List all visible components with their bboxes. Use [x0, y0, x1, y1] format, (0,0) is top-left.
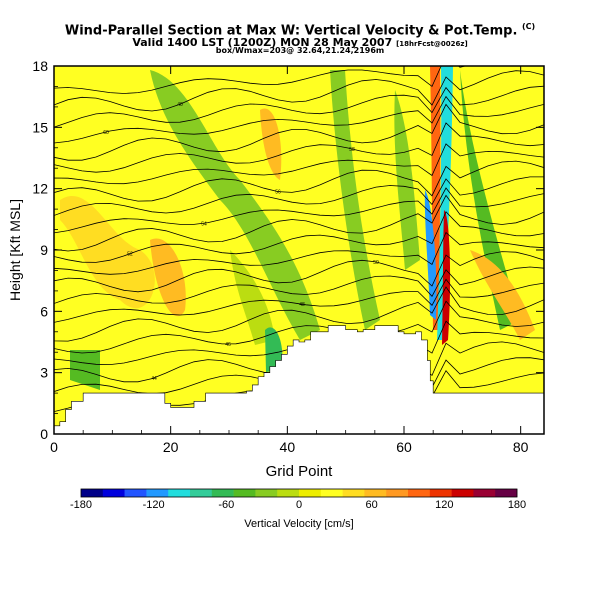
contour-label: 48 — [299, 302, 305, 308]
theta-contour — [54, 286, 544, 342]
colorbar-segment — [429, 489, 452, 497]
y-tick-label: 15 — [32, 119, 48, 135]
y-tick-label: 0 — [40, 426, 48, 442]
copyright-mark: (C) — [521, 22, 536, 31]
contour-label: 50 — [373, 260, 379, 266]
x-axis: 0 20 40 60 80 — [50, 66, 529, 455]
theta-contour — [54, 66, 544, 94]
colorbar-segment — [473, 489, 496, 497]
colorbar-segment — [342, 489, 365, 497]
contour-label: 58 — [349, 147, 355, 153]
colorbar-segment — [386, 489, 409, 497]
colorbar-segment — [81, 489, 104, 497]
y-tick-label: 9 — [40, 242, 48, 258]
theta-contour — [54, 278, 544, 323]
y-tick-label: 18 — [32, 58, 48, 74]
theta-contour — [54, 211, 544, 263]
theta-contour — [54, 176, 544, 216]
theta-contour — [54, 122, 544, 173]
colorbar-segment — [168, 489, 191, 497]
colorbar-tick-label: 0 — [296, 499, 302, 511]
x-tick-label: 20 — [163, 439, 179, 455]
velocity-patch — [394, 90, 420, 270]
colorbar-segment — [451, 489, 474, 497]
theta-contour — [54, 70, 544, 112]
theta-contour — [54, 103, 544, 161]
colorbar-tick-label: -60 — [218, 499, 234, 511]
velocity-patch — [150, 238, 186, 317]
theta-contour — [54, 143, 544, 185]
velocity-patch — [70, 350, 100, 390]
velocity-patch — [150, 70, 320, 340]
contour-label: 40 — [177, 102, 183, 108]
velocity-patch — [60, 195, 155, 309]
colorbar-frame — [80, 488, 518, 498]
colorbar-tick-label: 60 — [366, 499, 378, 511]
x-tick-label: 40 — [280, 439, 296, 455]
colorbar-tick-label: 180 — [508, 499, 526, 511]
theta-contour — [54, 187, 544, 234]
theta-contour — [54, 300, 544, 354]
colorbar-segment — [146, 489, 169, 497]
chart-title-text: Wind-Parallel Section at Max W: Vertical… — [64, 23, 518, 39]
contour-label: 52 — [127, 252, 133, 258]
y-axis-label: Height [Kft MSL] — [7, 199, 23, 301]
theta-contour — [54, 194, 544, 252]
theta-contour — [54, 160, 544, 202]
terrain-mask — [54, 325, 544, 434]
colorbar-segment — [320, 489, 343, 497]
downdraft-max — [424, 190, 437, 320]
colorbar-tick-label: -120 — [143, 499, 165, 511]
chart-subtitle: Valid 1400 LST (1200Z) MON 28 May 2007 [… — [0, 36, 600, 49]
downdraft-core — [437, 66, 453, 340]
velocity-patch — [260, 108, 282, 180]
colorbar-segment — [495, 489, 518, 497]
colorbar-segment — [277, 489, 300, 497]
theta-contour — [54, 231, 544, 275]
colorbar-segment — [190, 489, 213, 497]
colorbar-segment — [124, 489, 147, 497]
colorbar-segment — [364, 489, 387, 497]
contour-label: 60 — [103, 130, 109, 136]
colorbar-segment — [102, 489, 125, 497]
colorbar-segment — [255, 489, 278, 497]
colorbar-segment — [408, 489, 431, 497]
theta-contour — [54, 251, 544, 293]
velocity-patch — [470, 250, 535, 340]
y-tick-label: 3 — [40, 365, 48, 381]
wmax-info: box/Wmax=203@ 32.64,21.24,2196m — [215, 46, 385, 55]
forecast-hour: [18hrFcst@0026z] — [396, 40, 468, 48]
colorbar-segment — [211, 489, 234, 497]
updraft-max — [442, 210, 451, 345]
colorbar-segment — [299, 489, 322, 497]
theta-contour — [54, 85, 544, 128]
x-tick-label: 0 — [50, 439, 58, 455]
colorbar-tick-label: -180 — [70, 499, 92, 511]
theta-contour — [54, 266, 544, 304]
chart-title: Wind-Parallel Section at Max W: Vertical… — [0, 22, 600, 38]
contour-label: 46 — [225, 342, 231, 348]
colorbar: -180 -120 -60 0 60 120 180 — [70, 488, 526, 511]
colorbar-segment — [233, 489, 256, 497]
y-tick-label: 12 — [32, 181, 48, 197]
contour-label: 44 — [151, 376, 157, 382]
contour-label: 54 — [201, 221, 207, 227]
x-tick-label: 80 — [513, 439, 529, 455]
x-tick-label: 60 — [396, 439, 412, 455]
colorbar-label: Vertical Velocity [cm/s] — [244, 518, 353, 530]
terrain — [54, 325, 544, 434]
x-axis-label: Grid Point — [266, 463, 334, 480]
y-axis: 0 3 6 9 12 15 18 — [32, 58, 544, 442]
theta-contours: 4044464850525456586040 — [54, 66, 544, 413]
y-tick-label: 6 — [40, 303, 48, 319]
colorbar-tick-label: 120 — [435, 499, 453, 511]
theta-contour — [54, 95, 544, 144]
valid-time: Valid 1400 LST (1200Z) MON 28 May 2007 — [132, 36, 393, 49]
velocity-patch — [330, 70, 380, 330]
contour-label: 56 — [275, 190, 281, 196]
